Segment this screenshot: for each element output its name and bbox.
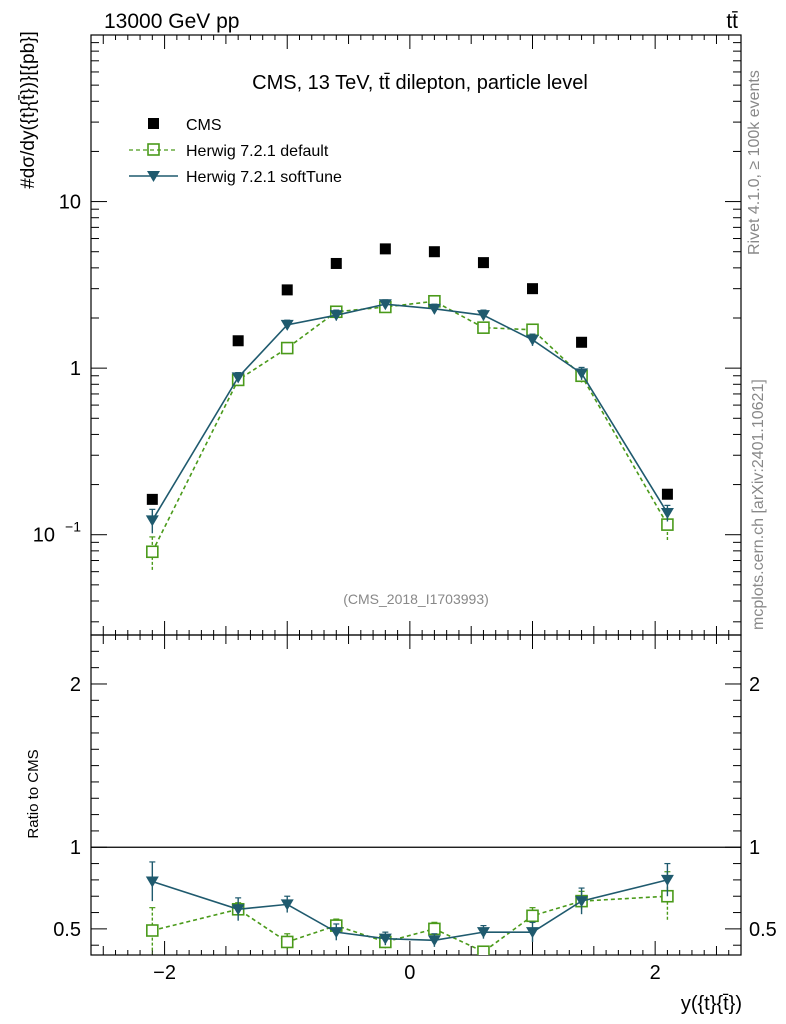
ratio-default-line [152,895,668,953]
ratio-default-point [526,909,539,923]
ratio-softtune-point [427,935,441,947]
main-default-point [280,341,294,355]
legend-default-marker [147,143,160,156]
cms-data-point [281,284,293,296]
ratio-y-axis-label: Ratio to CMS [25,749,42,838]
main-softtune-point [280,319,294,331]
ratio-y-tick-label: 2 [70,674,81,696]
cms-data-point [428,246,440,258]
header-energy-label: 13000 GeV pp [104,10,239,33]
main-softtune-point [526,334,540,346]
main-softtune-point [378,299,392,311]
ratio-softtune-point [329,927,343,939]
main-softtune-point [231,372,245,384]
ratio-softtune-point [575,896,589,908]
main-y-axis-label: #dσ/dy({t}{t̄})}[{pb}] [18,31,39,189]
ratio-softtune-point [145,876,159,888]
ratio-softtune-point [660,874,674,886]
x-tick-label: 0 [404,962,415,984]
ratio-softtune-point [378,933,392,945]
legend-cms-marker [148,118,159,129]
y-tick-label: 1 [70,358,81,380]
rivet-version-label: Rivet 4.1.0, ≥ 100k events [746,70,763,255]
ratio-y-tick-label-right: 0.5 [749,919,777,941]
analysis-watermark: (CMS_2018_I1703993) [343,591,489,607]
mcplots-label: mcplots.cern.ch [arXiv:2401.10621] [750,379,767,630]
ratio-softtune-point [231,904,245,916]
ratio-softtune-point [476,927,490,939]
legend-softtune-label: Herwig 7.2.1 softTune [186,169,342,186]
y-tick-label: 10 [33,525,55,547]
y-tick-label: 10 [59,192,81,214]
legend-cms-label: CMS [186,117,222,134]
ratio-softtune-line [152,879,668,942]
main-softtune-point [476,310,490,322]
cms-data-point [576,336,588,348]
cms-data-point [232,335,244,347]
ratio-default-point [477,945,490,955]
ratio-softtune-point [280,899,294,911]
main-default-point [146,545,159,559]
cms-data-point [146,493,158,505]
main-softtune-point [427,303,441,315]
x-axis-label: y({t}{t̄}) [681,993,742,1015]
legend-default-label: Herwig 7.2.1 default [186,143,329,160]
main-default-line [151,300,669,553]
main-softtune-point [575,368,589,380]
x-tick-label: −2 [153,962,176,984]
y-tick-label-exponent: −1 [65,519,81,535]
ratio-softtune-point [526,927,540,939]
main-softtune-point [145,515,159,527]
header-process-label: tt̄ [726,10,738,33]
main-softtune-point [329,310,343,322]
x-tick-label: 2 [650,962,661,984]
ratio-y-tick-label: 0.5 [53,919,81,941]
ratio-y-tick-label-right: 2 [749,674,760,696]
ratio-y-tick-label: 1 [70,837,81,859]
cms-data-point [661,488,673,500]
main-softtune-point [660,508,674,520]
cms-data-point [477,257,489,269]
ratio-plot-frame [90,634,742,956]
cms-data-point [330,257,342,269]
ratio-default-point [146,924,159,937]
ratio-default-point [428,922,441,936]
main-plot-title: CMS, 13 TeV, tt̄ dilepton, particle leve… [252,72,588,94]
main-default-point [477,321,490,334]
cms-data-point [379,243,391,255]
main-softtune-line [151,303,669,521]
legend-softtune-marker [147,171,160,182]
ratio-default-point [280,935,294,949]
cms-data-point [527,283,539,295]
ratio-y-tick-label-right: 1 [749,837,760,859]
legend: CMS Herwig 7.2.1 default Herwig 7.2.1 so… [129,117,342,186]
